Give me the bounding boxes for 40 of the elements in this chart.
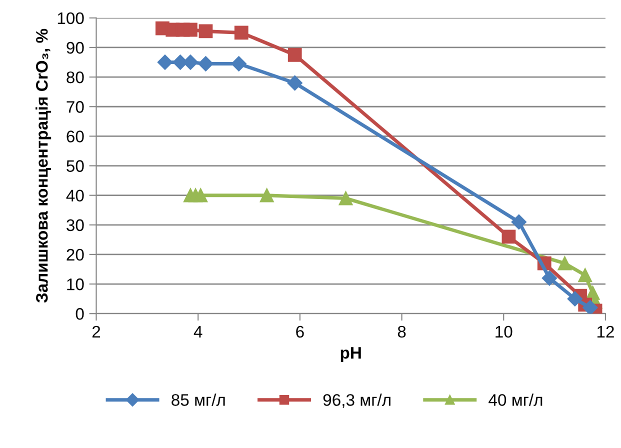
point (338, 191, 353, 206)
legend-label: 40 мг/л (488, 394, 542, 406)
y-tick-label: 10 (67, 278, 84, 290)
point (198, 24, 213, 38)
point (234, 26, 248, 40)
point (184, 22, 198, 37)
y-axis-title: Залишкова концентрація CrO₃, % (36, 28, 52, 303)
point (567, 291, 582, 306)
x-tick-label: 8 (398, 326, 406, 338)
y-tick-label: 90 (66, 42, 84, 54)
point (260, 188, 274, 202)
point (542, 270, 558, 286)
y-tick-label: 50 (66, 160, 84, 172)
legend-label: 85 мг/л (172, 394, 225, 406)
point (157, 54, 173, 70)
point (582, 300, 598, 314)
point (194, 188, 208, 202)
x-tick-label: 2 (92, 326, 100, 338)
point (198, 56, 214, 72)
x-tick-label: 10 (496, 326, 512, 338)
point (288, 48, 302, 62)
point (511, 214, 526, 230)
y-tick-label: 70 (66, 101, 84, 113)
y-tick-label: 60 (66, 130, 84, 142)
y-tick-label: 0 (76, 308, 84, 320)
point (287, 75, 302, 91)
y-tick-label: 80 (66, 71, 84, 84)
point (558, 256, 572, 270)
point (231, 56, 246, 72)
y-tick-label: 40 (66, 190, 84, 202)
x-tick-label: 4 (194, 326, 202, 338)
point (502, 230, 516, 244)
x-axis-title: pH (340, 347, 361, 362)
x-tick-label: 12 (597, 326, 614, 338)
y-tick-label: 100 (58, 12, 84, 24)
legend-label: 96,3 мг/л (323, 394, 390, 408)
x-tick-label: 6 (296, 326, 304, 338)
y-tick-label: 20 (66, 248, 84, 261)
point (578, 268, 592, 282)
y-tick-label: 30 (66, 219, 84, 232)
